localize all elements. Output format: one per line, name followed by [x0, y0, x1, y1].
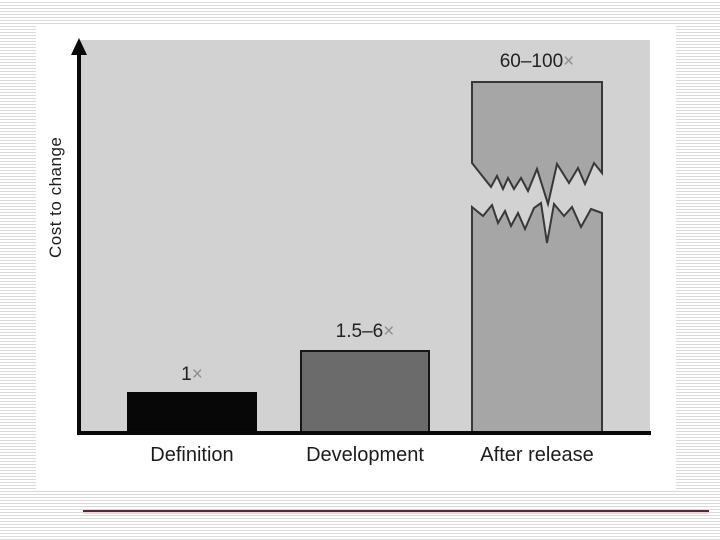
bar-after-release-upper-segment — [471, 81, 603, 208]
bar-after-release — [471, 81, 603, 434]
y-axis-line — [77, 48, 81, 435]
bar-after-release-lower-segment — [471, 201, 603, 434]
times-symbol: × — [563, 51, 575, 72]
value-label-definition: 1× — [181, 364, 203, 385]
bar-definition — [127, 392, 257, 432]
slide-divider-line — [83, 510, 709, 512]
category-label-definition: Definition — [150, 444, 234, 466]
times-symbol: × — [383, 321, 395, 342]
x-axis-line — [77, 431, 651, 435]
y-axis-arrowhead-icon — [71, 38, 87, 55]
bar-development — [300, 350, 430, 432]
times-symbol: × — [191, 364, 203, 385]
category-label-development: Development — [306, 444, 424, 466]
category-label-after-release: After release — [480, 444, 594, 466]
value-label-development: 1.5–6× — [335, 321, 395, 342]
slide-divider-line-highlight — [83, 512, 709, 514]
value-label-after-release: 60–100× — [499, 51, 575, 72]
